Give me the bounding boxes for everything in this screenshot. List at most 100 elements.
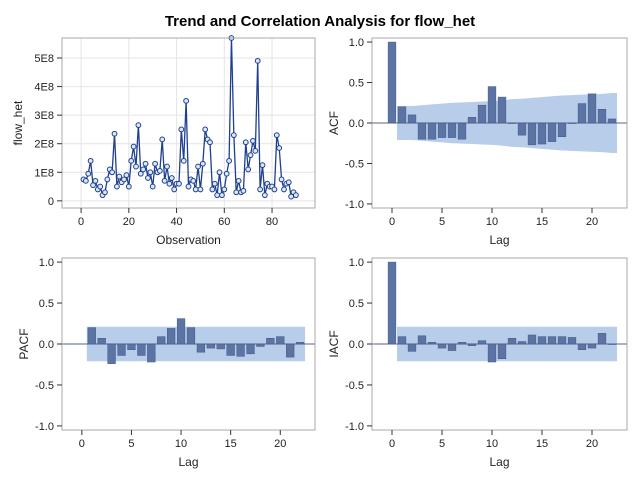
acf-bar-lag-0 (387, 41, 397, 124)
pacf-bar-lag-12 (196, 343, 206, 353)
series-point-77 (261, 192, 268, 199)
series-point-10 (102, 189, 108, 196)
pacf-bar-lag-19 (266, 338, 275, 345)
iacf-bar-lag-5 (437, 343, 447, 349)
iacf-y-tick-label: 1.0 (349, 257, 364, 269)
pacf-y-axis-label: PACF (17, 328, 31, 359)
acf-bar-lag-9 (477, 104, 487, 124)
series-y-axis-label: flow_het (11, 100, 25, 145)
iacf-bar-lag-10 (487, 343, 497, 363)
series-point-20 (125, 183, 132, 190)
series-x-tick-label: 20 (123, 216, 135, 228)
acf-x-tick-label: 0 (389, 216, 395, 228)
iacf-x-tick-label: 20 (586, 438, 598, 450)
acf-bar-lag-11 (497, 96, 507, 124)
series-point-72 (250, 137, 256, 144)
pacf-bar-lag-20 (276, 336, 285, 345)
acf-bar-lag-22 (607, 118, 617, 124)
pacf-bar-lag-21 (286, 343, 295, 358)
pacf-bar-lag-14 (216, 343, 225, 350)
series-point-37 (166, 180, 173, 187)
series-point-15 (113, 183, 120, 190)
pacf-y-tick-label: 0.5 (39, 298, 54, 310)
series-point-28 (145, 175, 151, 181)
pacf-x-tick-label: 15 (225, 438, 237, 450)
acf-y-tick-label: -1.0 (345, 199, 364, 211)
series-point-65 (233, 189, 240, 196)
series-point-31 (152, 160, 158, 167)
acf-bar-lag-18 (567, 122, 577, 124)
series-frame (61, 37, 316, 209)
series-point-51 (199, 160, 206, 167)
iacf-bar-lag-3 (417, 335, 427, 345)
series-point-13 (109, 169, 116, 176)
series-point-84 (278, 176, 285, 183)
pacf-bar-lag-15 (226, 343, 235, 356)
acf-bar-lag-10 (487, 86, 497, 124)
series-point-26 (140, 166, 147, 173)
series-point-47 (190, 177, 197, 184)
series-point-8 (97, 183, 104, 190)
series-point-61 (223, 170, 230, 177)
series-point-45 (185, 183, 192, 190)
series-x-axis-label: Observation (156, 233, 221, 247)
series-point-73 (252, 147, 259, 154)
iacf-y-axis-label: IACF (327, 330, 341, 357)
series-point-54 (207, 139, 213, 146)
iacf-bar-lag-7 (457, 342, 467, 345)
iacf-y-tick-label: -0.5 (345, 380, 364, 392)
iacf-y-tick-label: -1.0 (345, 421, 364, 433)
pacf-bar-lag-6 (137, 343, 146, 356)
acf-y-tick-label: 0.0 (349, 118, 364, 130)
iacf-bar-lag-13 (517, 341, 527, 345)
series-point-83 (276, 145, 283, 151)
acf-bar-lag-8 (467, 117, 477, 124)
series-point-14 (111, 130, 118, 137)
series-y-tick-label: 0 (48, 196, 54, 208)
acf-bar-lag-21 (597, 108, 607, 124)
series-point-16 (116, 173, 123, 180)
pacf-bar-lag-16 (236, 343, 245, 357)
iacf-bar-lag-21 (597, 333, 607, 345)
series-point-4 (87, 157, 94, 164)
iacf-bar-lag-0 (387, 261, 397, 345)
series-point-21 (128, 157, 135, 164)
series-point-38 (168, 175, 175, 181)
series-y-tick-label: 2E8 (34, 139, 54, 151)
series-point-49 (195, 163, 201, 170)
acf-bar-lag-2 (407, 114, 417, 124)
series-point-74 (254, 57, 261, 64)
series-point-6 (92, 177, 99, 184)
series-point-85 (281, 186, 287, 193)
series-y-tick-label: 3E8 (34, 110, 54, 122)
series-point-48 (192, 186, 199, 193)
iacf-panel: 0 5 10 15 20 -1.0 -0.5 0.0 0.5 1.0 Lag IACF (327, 257, 628, 469)
iacf-bar-lag-8 (467, 343, 477, 346)
acf-bar-lag-19 (577, 103, 587, 124)
acf-y-tick-label: 1.0 (349, 37, 364, 49)
iacf-bar-lag-6 (447, 343, 457, 351)
series-point-68 (240, 187, 247, 194)
acf-x-tick-label: 20 (586, 216, 598, 228)
pacf-y-tick-label: -0.5 (35, 380, 54, 392)
figure-title: Trend and Correlation Analysis for flow_… (165, 13, 475, 30)
iacf-y-tick-label: 0.5 (349, 298, 364, 310)
acf-y-tick-label: 0.5 (349, 78, 364, 90)
series-point-69 (242, 139, 249, 146)
iacf-bar-lag-18 (567, 337, 577, 345)
pacf-x-tick-label: 10 (175, 438, 187, 450)
series-x-tick-label: 80 (266, 216, 278, 228)
series-point-39 (171, 186, 178, 193)
series-point-56 (211, 180, 218, 187)
acf-bar-lag-7 (457, 122, 467, 140)
series-x-tick-label: 40 (170, 216, 182, 228)
pacf-bar-lag-4 (117, 343, 126, 356)
acf-panel: 0 5 10 15 20 -1.0 -0.5 0.0 0.5 1.0 Lag ACF (327, 37, 628, 247)
series-point-50 (197, 186, 204, 193)
pacf-bar-lag-3 (107, 343, 116, 364)
series-point-60 (221, 186, 228, 193)
iacf-x-tick-label: 15 (536, 438, 548, 450)
series-panel: 0 20 40 60 80 0 1E8 2E8 3E8 4E8 5E8 Observation flow… (11, 35, 316, 247)
pacf-x-tick-label: 20 (274, 438, 286, 450)
